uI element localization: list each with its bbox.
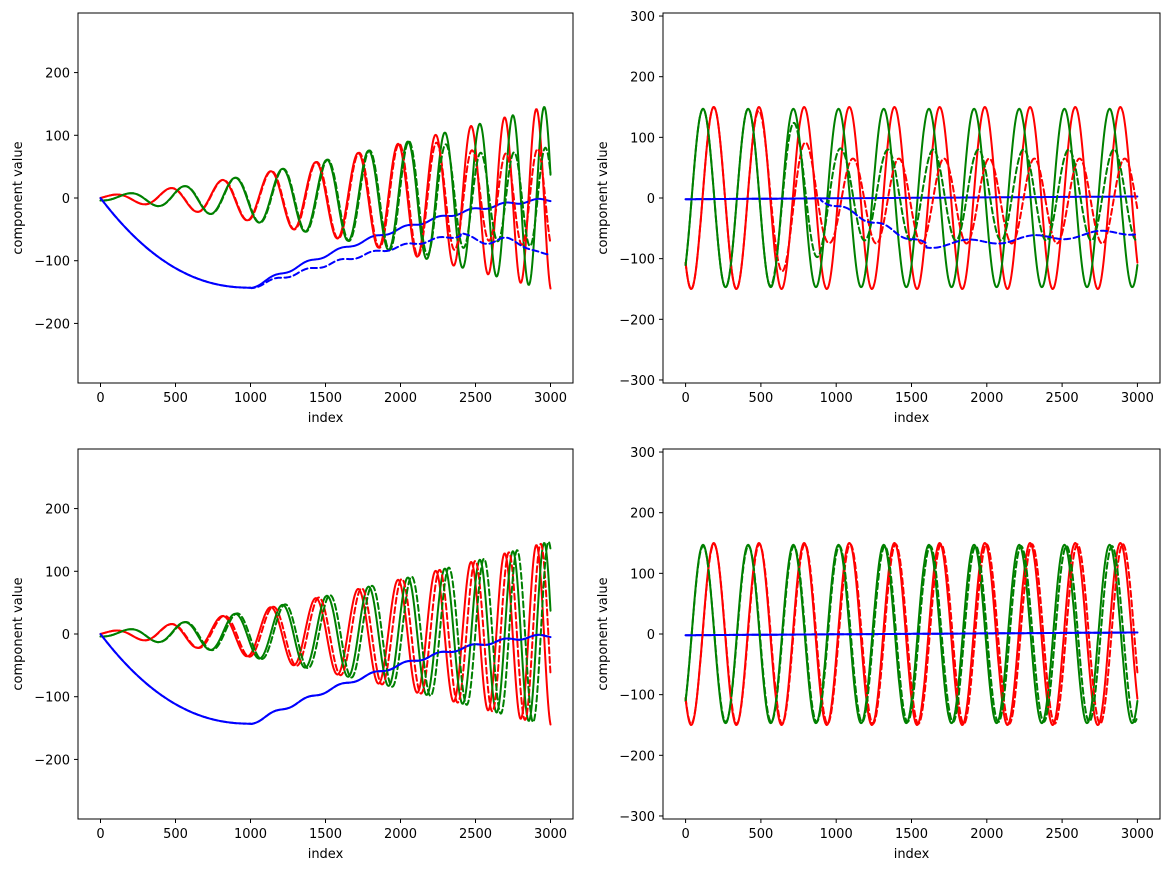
series-blue-dashed [99,197,552,290]
x-tick-label: 0 [681,391,689,406]
y-tick-label: −100 [619,689,655,704]
x-tick-label: 500 [748,827,773,842]
x-tick-label: 1500 [309,827,342,842]
x-tick-label: 2500 [459,827,492,842]
series-red-dashed [684,106,1139,290]
y-tick-label: 0 [62,628,70,643]
series-group [684,542,1139,726]
x-tick-label: 1500 [309,391,342,406]
y-tick-label: 100 [45,565,70,580]
x-tick-label: 500 [163,827,188,842]
x-tick-label: 1000 [820,391,853,406]
y-axis-label: component value [596,577,611,690]
y-tick-label: 200 [45,503,70,518]
x-axis-label: index [308,411,344,426]
subplot-top-left: 0 500 1000 1500 2000 2500 3000 −200 −100 0 100 200 i… [11,12,574,426]
y-tick-label: −200 [619,749,655,764]
subplot-top-right: 0 500 1000 1500 2000 2500 3000 −300 −200 −100 0 100… [596,10,1161,426]
x-tick-label: 1500 [895,827,928,842]
y-tick-label: −100 [34,691,70,706]
y-tick-label: 0 [647,628,655,643]
y-tick-label: −100 [34,255,70,270]
x-tick-label: 2000 [970,391,1003,406]
x-tick-label: 0 [96,391,104,406]
x-tick-label: 500 [163,391,188,406]
x-tick-label: 0 [681,827,689,842]
x-tick-label: 2000 [384,391,417,406]
y-tick-label: −200 [619,313,655,328]
series-blue-dashed [684,631,1139,637]
series-red-dashed [99,141,552,257]
series-green-dashed [99,140,552,256]
x-tick-label: 1000 [820,827,853,842]
series-green-dashed [99,540,552,724]
series-group [99,106,552,290]
x-tick-label: 2500 [1046,391,1079,406]
x-tick-label: 2000 [384,827,417,842]
x-tick-label: 3000 [1121,391,1154,406]
y-axis-label: component value [11,577,26,690]
x-tick-label: 0 [96,827,104,842]
y-tick-label: 0 [647,192,655,207]
y-tick-label: −300 [619,810,655,825]
x-tick-label: 1000 [234,827,267,842]
series-red-dashed [99,542,552,721]
x-tick-label: 500 [748,391,773,406]
y-tick-label: 100 [45,129,70,144]
y-tick-label: −200 [34,317,70,332]
x-tick-label: 3000 [1121,827,1154,842]
y-tick-label: 200 [45,67,70,82]
series-green-dashed [684,545,1139,723]
y-tick-label: −200 [34,753,70,768]
x-axis-label: index [308,847,344,862]
x-tick-label: 2000 [970,827,1003,842]
y-tick-label: 100 [630,131,655,146]
series-group [99,540,552,726]
x-axis-label: index [894,411,930,426]
y-tick-label: 100 [630,567,655,582]
series-red-dashed [684,543,1139,725]
y-tick-label: −100 [619,253,655,268]
y-axis-label: component value [596,141,611,254]
x-tick-label: 1000 [234,391,267,406]
y-tick-label: 300 [630,10,655,25]
x-tick-label: 3000 [534,827,567,842]
y-axis-label: component value [11,141,26,254]
y-tick-label: 300 [630,446,655,461]
series-blue [99,197,552,289]
series-blue-dashed [684,197,1139,249]
x-tick-label: 1500 [895,391,928,406]
series-group [684,106,1139,290]
y-tick-label: 200 [630,507,655,522]
x-tick-label: 2500 [1046,827,1079,842]
x-tick-label: 2500 [459,391,492,406]
y-tick-label: 0 [62,192,70,207]
y-tick-label: 200 [630,71,655,86]
x-axis-label: index [894,847,930,862]
x-tick-label: 3000 [534,391,567,406]
subplot-bottom-left: 0 500 1000 1500 2000 2500 3000 −200 −100 0 100 200 i… [11,448,574,862]
subplot-bottom-right: 0 500 1000 1500 2000 2500 3000 −300 −200 −100 0 100… [596,446,1161,862]
y-tick-label: −300 [619,374,655,389]
